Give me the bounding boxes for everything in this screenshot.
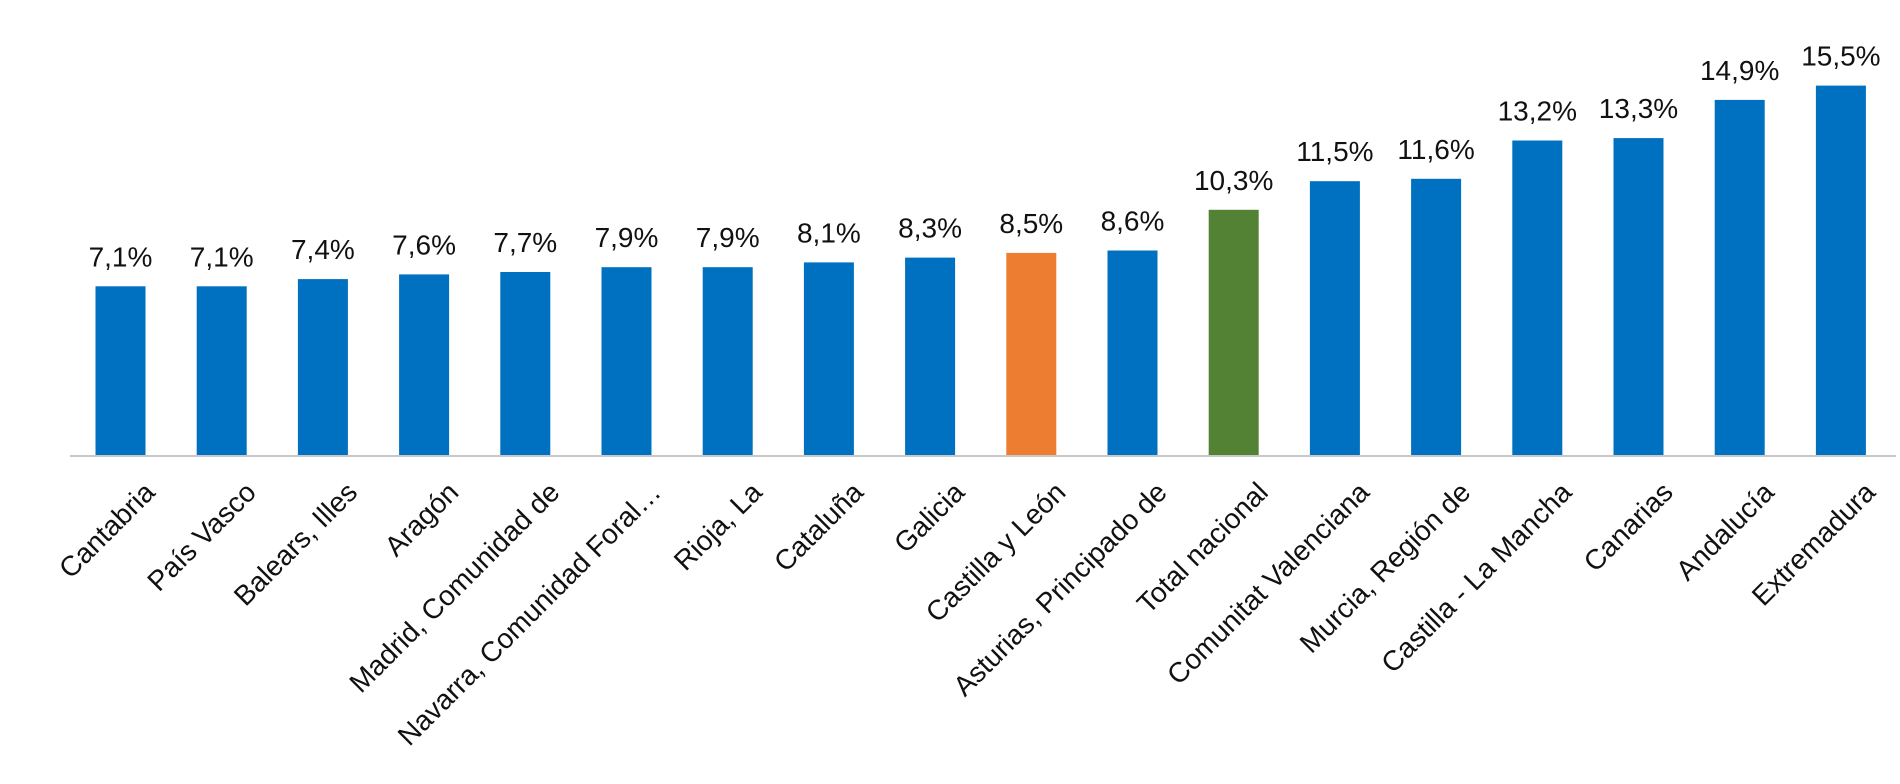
- bar-extremadura: [1815, 85, 1866, 456]
- data-label-castilla-la-mancha: 13,2%: [1498, 96, 1577, 127]
- category-label-madrid-comunidad-de: Madrid, Comunidad de: [343, 476, 565, 698]
- data-label-madrid-comunidad-de: 7,7%: [493, 227, 557, 258]
- data-label-comunitat-valenciana: 11,5%: [1296, 136, 1373, 167]
- data-label-galicia: 8,3%: [898, 213, 962, 244]
- bar-balears-illes: [297, 279, 348, 456]
- bar-castilla-la-mancha: [1512, 140, 1563, 456]
- data-label-cataluna: 8,1%: [797, 217, 861, 248]
- bar-murcia-region-de: [1411, 178, 1462, 457]
- bar-total-nacional: [1208, 209, 1259, 456]
- category-label-andalucia: Andalucía: [1670, 476, 1780, 586]
- bar-navarra-comunidad-foral: [601, 267, 652, 456]
- category-label-cantabria: Cantabria: [53, 476, 161, 584]
- bars-group: [95, 85, 1866, 457]
- data-label-aragon: 7,6%: [392, 229, 456, 260]
- bar-rioja-la: [702, 267, 753, 456]
- data-label-asturias-principado-de: 8,6%: [1101, 206, 1165, 237]
- data-labels-group: 7,1% 7,1% 7,4% 7,6% 7,7% 7,9% 7,9% 8,1% 8,3% 8,5%…: [89, 41, 1881, 273]
- bar-cataluna: [803, 262, 854, 456]
- data-label-balears-illes: 7,4%: [291, 234, 355, 265]
- data-label-canarias: 13,3%: [1599, 93, 1678, 124]
- data-label-murcia-region-de: 11,6%: [1397, 134, 1474, 165]
- data-label-castilla-y-leon: 8,5%: [999, 208, 1063, 239]
- category-label-galicia: Galicia: [888, 476, 971, 559]
- data-label-rioja-la: 7,9%: [696, 222, 760, 253]
- data-label-navarra-comunidad-foral: 7,9%: [595, 222, 659, 253]
- category-label-rioja-la: Rioja, La: [668, 476, 768, 576]
- data-label-cantabria: 7,1%: [89, 241, 153, 272]
- bar-comunitat-valenciana: [1309, 181, 1360, 456]
- bar-castilla-y-leon: [1006, 252, 1057, 456]
- category-label-cataluna: Cataluña: [768, 476, 869, 577]
- bar-aragon: [399, 274, 450, 456]
- bar-andalucia: [1714, 99, 1765, 457]
- bar-asturias-principado-de: [1107, 250, 1158, 456]
- category-label-canarias: Canarias: [1578, 476, 1679, 577]
- data-label-total-nacional: 10,3%: [1194, 165, 1273, 196]
- data-label-pais-vasco: 7,1%: [190, 241, 254, 272]
- category-label-comunitat-valenciana: Comunitat Valenciana: [1161, 476, 1375, 690]
- category-label-murcia-region-de: Murcia, Región de: [1294, 476, 1477, 659]
- category-label-aragon: Aragón: [379, 476, 465, 562]
- bar-galicia: [905, 257, 956, 456]
- data-label-andalucia: 14,9%: [1700, 55, 1779, 86]
- category-label-castilla-la-mancha: Castilla - La Mancha: [1375, 476, 1578, 679]
- bar-pais-vasco: [196, 286, 247, 456]
- bar-canarias: [1613, 138, 1664, 456]
- bar-cantabria: [95, 286, 146, 456]
- data-label-extremadura: 15,5%: [1801, 41, 1880, 72]
- bar-madrid-comunidad-de: [500, 272, 551, 456]
